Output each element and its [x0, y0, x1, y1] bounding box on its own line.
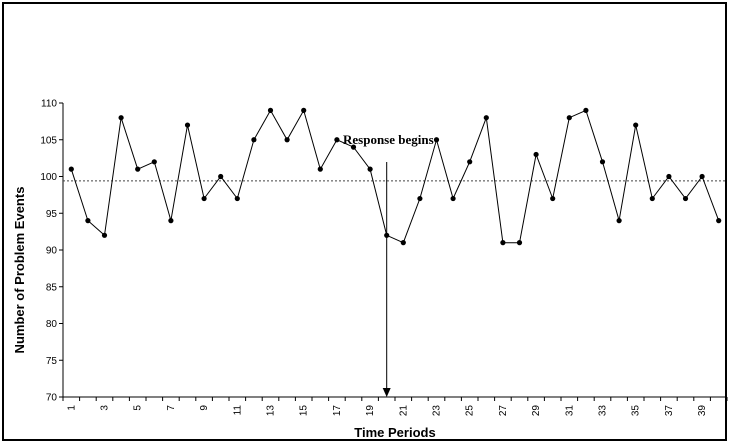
y-tick-label: 110 — [41, 99, 57, 110]
x-tick-label: 39 — [697, 405, 708, 417]
data-point — [417, 195, 423, 202]
y-tick-label: 70 — [46, 393, 58, 404]
data-point — [533, 151, 539, 158]
data-point — [251, 137, 257, 143]
annotation: Response begins — [343, 132, 434, 397]
annotation-label: Response begins — [343, 132, 434, 147]
data-point — [234, 195, 240, 202]
chart-frame — [2, 2, 727, 441]
data-point — [716, 218, 722, 224]
data-point — [500, 240, 506, 246]
data-point — [699, 173, 705, 180]
x-tick-label: 35 — [631, 405, 642, 417]
x-tick-label: 31 — [564, 405, 575, 417]
data-point — [450, 195, 456, 202]
data-point — [599, 159, 606, 165]
x-tick-label: 19 — [365, 405, 376, 417]
axes — [62, 103, 727, 398]
y-tick-label: 80 — [46, 319, 58, 330]
data-point — [367, 166, 373, 172]
data-point — [666, 173, 672, 180]
data-points — [68, 107, 722, 246]
data-point — [483, 115, 489, 121]
data-point — [334, 137, 340, 143]
data-point — [168, 218, 174, 224]
x-tick-label: 21 — [398, 405, 409, 417]
x-tick-label: 37 — [664, 405, 675, 417]
x-tick-label: 15 — [299, 405, 310, 417]
x-tick-label: 33 — [598, 405, 609, 417]
data-point — [400, 240, 406, 246]
y-tick-label: 90 — [46, 246, 58, 257]
y-tick-label: 105 — [40, 135, 57, 146]
data-point — [516, 240, 523, 246]
data-point — [566, 115, 572, 121]
data-point — [101, 232, 108, 238]
data-point — [267, 107, 274, 113]
data-point — [301, 107, 307, 113]
data-point — [151, 159, 157, 165]
x-tick-label: 1 — [66, 405, 77, 411]
y-tick-label: 75 — [46, 356, 58, 367]
data-point — [68, 166, 74, 172]
x-tick-label: 13 — [266, 405, 277, 417]
x-tick-label: 23 — [432, 405, 443, 417]
data-point — [467, 159, 473, 165]
series-line — [70, 109, 720, 244]
data-point — [616, 218, 622, 224]
x-tick-label: 25 — [465, 405, 476, 417]
data-point — [633, 122, 639, 128]
data-point — [649, 195, 655, 202]
data-point — [550, 195, 556, 202]
data-point — [118, 115, 124, 121]
data-point — [184, 122, 191, 128]
data-point — [201, 195, 207, 202]
data-point — [682, 195, 689, 202]
x-tick-label: 11 — [232, 405, 243, 416]
data-point — [433, 137, 440, 143]
data-point — [350, 144, 357, 150]
x-tick-label: 9 — [199, 405, 210, 411]
x-axis-title: Time Periods — [354, 425, 435, 440]
data-point — [135, 166, 141, 172]
x-tick-label: 29 — [531, 405, 542, 417]
data-point — [218, 173, 224, 180]
data-point — [583, 107, 589, 113]
y-tick-label: 100 — [40, 172, 57, 183]
x-tick-label: 17 — [332, 405, 343, 417]
data-point — [317, 166, 323, 172]
y-tick-label: 95 — [46, 209, 58, 220]
data-point — [284, 137, 290, 143]
y-axis-title: Number of Problem Events — [12, 187, 27, 354]
x-tick-label: 3 — [100, 405, 111, 411]
x-tick-label: 7 — [166, 405, 177, 411]
y-ticks: 70 75 80 85 90 95 100 105 110 — [40, 99, 63, 404]
x-tick-label: 27 — [498, 405, 509, 417]
x-tick-label: 5 — [133, 405, 144, 411]
y-tick-label: 85 — [46, 282, 58, 293]
x-ticks: 1 3 5 7 9 11 13 15 17 19 21 23 25 27 29 31 33 35 37 39 — [62, 397, 728, 417]
data-point — [85, 218, 91, 224]
annotation-arrow-head — [382, 388, 391, 397]
